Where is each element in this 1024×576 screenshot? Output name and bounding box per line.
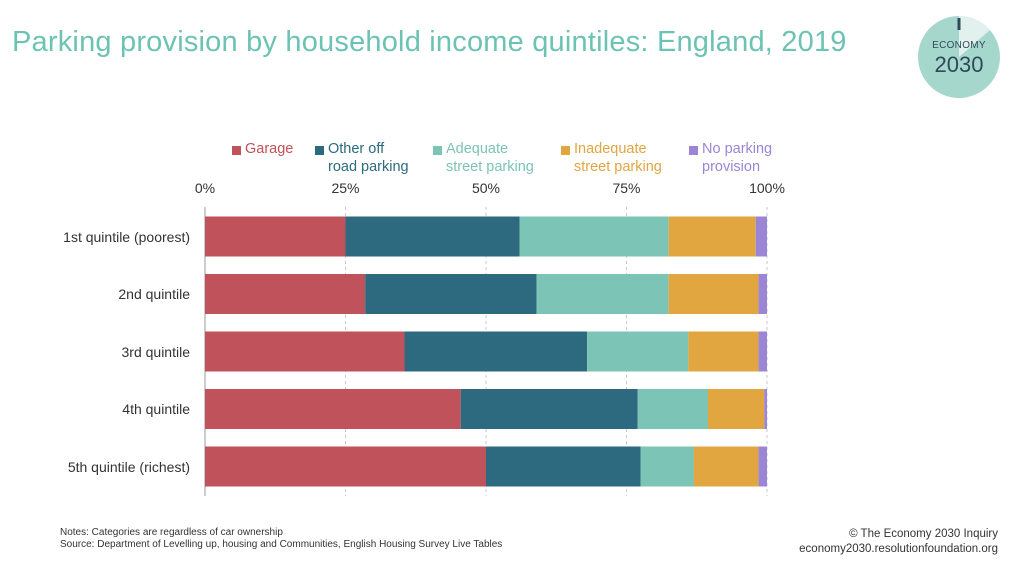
chart-title: Parking provision by household income qu… [12,26,847,58]
bar-segment [205,331,405,372]
legend-swatch [433,146,442,155]
legend-swatch [561,146,570,155]
bar-segment [205,446,486,487]
x-tick-label: 100% [749,180,785,196]
legend-swatch [232,146,241,155]
bar-segment [205,274,366,314]
bar-segment [688,331,759,372]
bar-segment [668,274,759,314]
category-label: 3rd quintile [121,343,191,360]
notes-line: Notes: Categories are regardless of car … [60,527,283,538]
x-tick-label: 25% [331,180,360,196]
chart-notes: Notes: Categories are regardless of car … [60,527,502,551]
bar-segment [460,389,638,429]
bar-segment [365,274,537,314]
website-line: economy2030.resolutionfoundation.org [799,543,998,555]
bar-segment [758,331,767,372]
category-label: 2nd quintile [118,286,190,302]
chart-credits: © The Economy 2030 Inquiry economy2030.r… [799,527,998,557]
legend-label: Other off road parking [328,141,409,175]
category-label: 5th quintile (richest) [67,458,190,475]
bar-segment [486,446,641,487]
bar-segment [205,216,346,257]
x-tick-label: 0% [194,180,216,196]
bar-segment [205,389,461,429]
category-label: 4th quintile [122,401,190,417]
bar-segment [758,274,767,314]
legend-label: No parking provision [702,141,773,175]
category-label: 1st quintile (poorest) [63,228,190,245]
legend-label: Garage [245,141,294,157]
bar-segment [707,389,765,429]
legend-label: Inadequate street parking [574,141,662,175]
bar-segment [345,216,520,257]
legend-label: Adequate street parking [446,141,534,175]
legend-swatch [689,146,698,155]
bar-segment [404,331,588,372]
bar-segment [755,216,767,257]
bar-segment [519,216,669,257]
x-tick-label: 50% [471,180,501,196]
bar-segment [668,216,756,257]
bar-segment [640,446,694,487]
bar-segment [764,389,767,429]
x-tick-label: 75% [612,180,641,196]
bar-segment [587,331,689,372]
bar-segment [637,389,708,429]
bar-segment [758,446,767,487]
copyright-line: © The Economy 2030 Inquiry [849,528,998,540]
bar-segment [693,446,759,487]
bar-segment [536,274,669,314]
legend-swatch [315,146,324,155]
logo-label: ECONOMY [932,40,986,51]
source-line: Source: Department of Levelling up, hous… [60,539,503,550]
logo-year: 2030 [934,52,984,77]
economy-2030-logo-icon [918,16,1000,98]
